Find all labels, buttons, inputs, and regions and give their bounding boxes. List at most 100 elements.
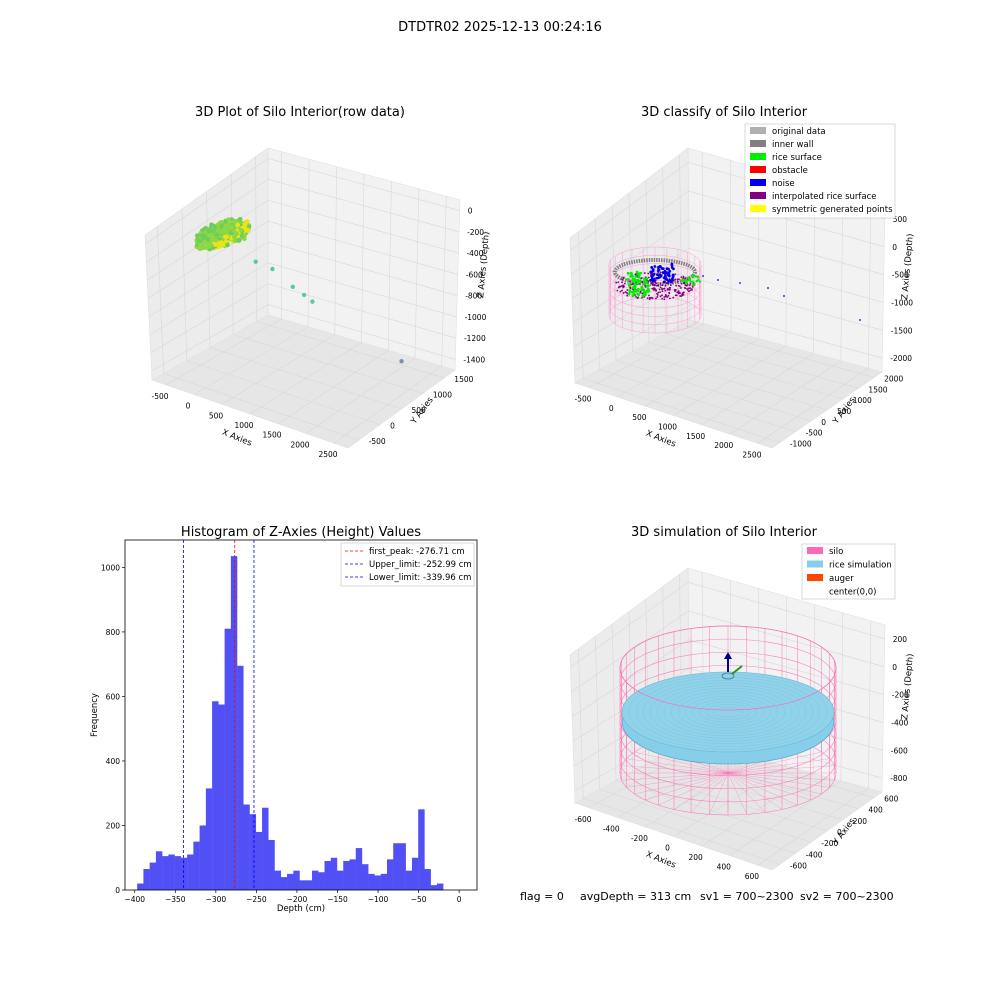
classify-interpolated-point (635, 296, 637, 298)
raw-ytick: 0 (390, 422, 395, 431)
histogram-bar (143, 869, 149, 890)
raw-surface-point (224, 235, 229, 240)
histogram-bar (399, 843, 405, 890)
histogram-bar (268, 840, 274, 890)
raw-xtick: 2000 (290, 440, 309, 449)
raw-surface-point (206, 242, 211, 247)
classify-rice-point (683, 279, 685, 281)
classify-rice-point (627, 272, 630, 275)
flag-text: flag = 0 (520, 890, 564, 903)
classify-rice-point (633, 292, 636, 295)
classify-interpolated-point (644, 272, 646, 274)
histogram-bar (231, 556, 237, 890)
histogram-ytick-label: 0 (115, 886, 120, 895)
simulation-xtick: 600 (745, 872, 760, 881)
classify-ztick: -2000 (890, 354, 912, 363)
classify-noise-point (767, 287, 769, 289)
raw-surface-point (206, 229, 211, 234)
classify-3d-xlabel: X Axies (644, 429, 677, 450)
figure-title: DTDTR02 2025-12-13 00:24:16 (398, 20, 602, 35)
classify-ztick: -1500 (891, 326, 913, 335)
classify-interpolated-point (625, 291, 627, 293)
classify-ytick: -500 (806, 429, 823, 438)
raw-3d-plot-title: 3D Plot of Silo Interior(row data) (195, 105, 405, 120)
classify-interpolated-point (669, 298, 671, 300)
histogram-bar (281, 877, 287, 890)
classify-interpolated-point (686, 285, 688, 287)
raw-surface-point (239, 228, 244, 233)
raw-surface-point (219, 240, 224, 245)
simulation-rice-surface (622, 672, 834, 752)
simulation-xtick: -600 (575, 815, 592, 824)
histogram-bar (218, 705, 224, 890)
classify-interpolated-point (660, 283, 662, 285)
classify-noise-point (668, 270, 671, 273)
classify-interpolated-point (662, 290, 664, 292)
classify-rice-point (637, 288, 640, 291)
status-footer: flag = 0 avgDepth = 313 cm sv1 = 700~230… (520, 890, 894, 903)
classify-rice-point (636, 280, 639, 283)
classify-interpolated-point (651, 283, 653, 285)
classify-3d-plot-title: 3D classify of Silo Interior (641, 105, 808, 120)
histogram-bar (343, 861, 349, 890)
classify-rice-point (641, 294, 644, 297)
histogram-bar (262, 808, 268, 890)
histogram-bar (362, 864, 368, 890)
raw-outlier-point (399, 359, 403, 363)
raw-surface-point (214, 238, 219, 243)
classify-interpolated-point (617, 281, 619, 283)
classify-interpolated-point (674, 278, 676, 280)
classify-interpolated-point (686, 288, 688, 290)
classify-interpolated-point (669, 289, 671, 291)
classify-rice-point (697, 276, 699, 278)
raw-xtick: 2500 (318, 450, 337, 459)
classify-interpolated-point (680, 287, 682, 289)
histogram-bar (200, 825, 206, 890)
classify-interpolated-point (621, 279, 623, 281)
classify-interpolated-point (676, 292, 678, 294)
classify-rice-point (640, 286, 643, 289)
histogram-bar (193, 842, 199, 890)
classify-interpolated-point (668, 295, 670, 297)
histogram-bar (412, 858, 418, 890)
raw-xtick: 1000 (234, 421, 253, 430)
classify-interpolated-point (661, 298, 663, 300)
classify-ytick: 1500 (868, 385, 887, 394)
classify-rice-point (690, 281, 692, 283)
simulation-legend-swatch (807, 561, 823, 568)
classify-interpolated-point (657, 292, 659, 294)
histogram-bar (225, 629, 231, 890)
histogram-bar (381, 874, 387, 890)
classify-xtick: -500 (575, 395, 592, 404)
histogram-bar (406, 871, 412, 890)
raw-surface-point (223, 225, 228, 230)
classify-legend-swatch (750, 179, 766, 186)
classify-legend-swatch (750, 205, 766, 212)
raw-outlier-point (291, 285, 295, 289)
classify-interpolated-point (674, 273, 676, 275)
histogram-xtick-label: −100 (368, 895, 389, 904)
histogram-xtick-label: −400 (124, 895, 145, 904)
classify-interpolated-point (647, 297, 649, 299)
classify-noise-point (656, 273, 659, 276)
classify-noise-point (657, 269, 660, 272)
histogram-ylabel: Frequency (90, 693, 100, 737)
simulation-xtick: 0 (665, 844, 670, 853)
classify-xtick: 1500 (686, 432, 705, 441)
classify-noise-point (663, 281, 666, 284)
classify-interpolated-point (668, 293, 670, 295)
histogram-bar (137, 884, 143, 890)
histogram-xlabel: Depth (cm) (277, 904, 325, 914)
classify-interpolated-point (621, 281, 623, 283)
histogram-xtick-label: −300 (206, 895, 227, 904)
raw-outlier-point (270, 267, 274, 271)
simulation-legend-swatch (807, 574, 823, 581)
histogram-ytick-label: 800 (106, 628, 121, 637)
classify-xtick: 0 (609, 404, 614, 413)
classify-interpolated-point (683, 292, 685, 294)
classify-interpolated-point (620, 291, 622, 293)
classify-ytick: 2000 (884, 374, 903, 383)
classify-xtick: 2000 (714, 441, 733, 450)
classify-rice-point (634, 285, 637, 288)
raw-ztick: -1400 (463, 355, 485, 364)
